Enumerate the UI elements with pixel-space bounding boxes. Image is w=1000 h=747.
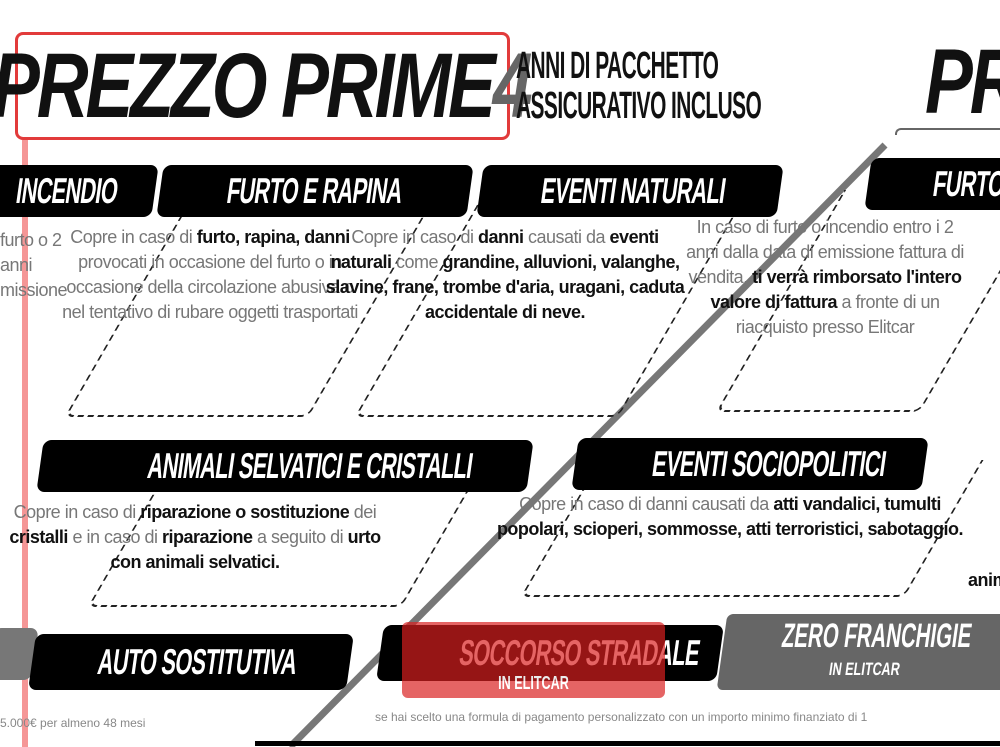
- body-text: causati da: [523, 227, 610, 247]
- title-text: PREZZO PRIME: [0, 35, 496, 137]
- card-furto-rapina-header: FURTO E RAPINA: [156, 165, 474, 217]
- zero-sub: IN ELITCAR: [827, 659, 902, 679]
- body-text-bold: grandine, alluvioni, valanghe, slavine, …: [325, 252, 685, 322]
- right-partial-text: animali: [968, 570, 1000, 590]
- body-text: a seguito di: [252, 527, 348, 547]
- card-sociopolitici-body: Copre in caso di danni causati da atti v…: [490, 492, 970, 542]
- red-divider: [22, 140, 28, 747]
- body-text-bold: danni: [477, 227, 524, 247]
- body-text: Copre in caso di: [351, 227, 478, 247]
- body-text: Copre in caso di: [70, 227, 197, 247]
- badge-zero-franchigie: ZERO FRANCHIGIE IN ELITCAR: [716, 614, 1000, 690]
- card-incendio-body: furto o 2 anni missione: [0, 228, 70, 303]
- card-furto-rapina-body: Copre in caso di furto, rapina, danni pr…: [60, 225, 360, 325]
- soccorso-sub: IN ELITCAR: [498, 673, 569, 693]
- body-text: provocati in occasione del furto o in oc…: [62, 252, 358, 322]
- body-text-bold: ti verrà rimborsato l'intero valore di f…: [710, 267, 962, 312]
- body-text: Copre in caso di danni causati da: [519, 494, 774, 514]
- card-animali-body: Copre in caso di riparazione o sostituzi…: [0, 500, 395, 575]
- bottom-rule: [255, 741, 1000, 746]
- body-text: Copre in caso di: [13, 502, 141, 522]
- body-text: a fronte di un riacquisto presso Elitcar: [735, 292, 940, 337]
- title-main: PREZZO PRIME4: [0, 40, 533, 132]
- badge-auto-sostitutiva: AUTO SOSTITUTIVA: [28, 634, 354, 690]
- right-frame: [895, 128, 1000, 135]
- footer-left: 5.000€ per almeno 48 mesi: [0, 716, 146, 730]
- body-text-bold: eventi naturali: [330, 227, 659, 272]
- subtitle-line2: ASSICURATIVO INCLUSO: [516, 85, 762, 127]
- title-frame: [15, 32, 510, 140]
- card-furto-incendio-body: In caso di furto o incendio entro i 2 an…: [680, 215, 970, 340]
- zero-title: ZERO FRANCHIGIE: [779, 617, 975, 655]
- card-furto-incendio-header: FURTO E INCENDIO: [864, 158, 1000, 210]
- body-text-bold: atti vandalici, tumulti popolari, sciope…: [496, 494, 964, 539]
- body-text-bold: cristalli: [9, 527, 68, 547]
- body-text-bold: riparazione: [162, 527, 253, 547]
- card-animali-header: ANIMALI SELVATICI E CRISTALLI: [36, 440, 534, 492]
- body-text: e in caso di: [67, 527, 162, 547]
- body-text: In caso di furto o incendio entro i 2 an…: [686, 217, 964, 287]
- card-sociopolitici-header: EVENTI SOCIOPOLITICI: [571, 438, 929, 490]
- subtitle-line1: ANNI DI PACCHETTO: [516, 45, 719, 87]
- card-eventi-naturali-body: Copre in caso di danni causati da eventi…: [320, 225, 690, 325]
- card-incendio-header: INCENDIO: [0, 165, 159, 217]
- body-text: come: [391, 252, 443, 272]
- body-text-bold: furto, rapina, danni: [196, 227, 351, 247]
- title-number: 4: [492, 35, 533, 137]
- body-text: furto o 2 anni missione: [0, 230, 68, 300]
- footer-right: se hai scelto una formula di pagamento p…: [375, 710, 868, 724]
- body-text-bold: urto con animali selvatici.: [110, 527, 381, 572]
- card-eventi-naturali-header: EVENTI NATURALI: [476, 165, 784, 217]
- subtitle: ANNI DI PACCHETTO ASSICURATIVO INCLUSO: [516, 45, 762, 127]
- body-text: dei: [349, 502, 377, 522]
- body-text-bold: riparazione o sostituzione: [140, 502, 350, 522]
- soccorso-red-overlay: IN ELITCAR: [402, 622, 665, 698]
- title-right-partial: PR: [925, 31, 1000, 133]
